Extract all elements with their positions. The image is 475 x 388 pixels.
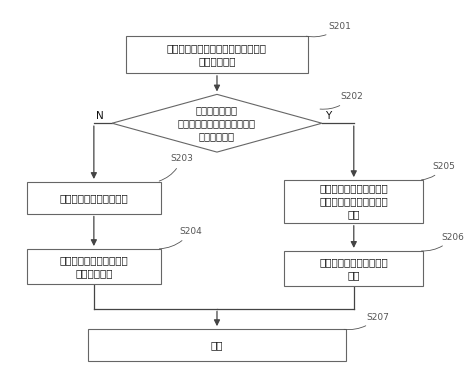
Text: S202: S202 (320, 92, 363, 109)
FancyBboxPatch shape (126, 36, 308, 73)
Text: S207: S207 (344, 313, 389, 329)
Polygon shape (112, 94, 322, 152)
Text: 判断浏览器申请
的内存大小是否超过浏览器内
存使用的阈值: 判断浏览器申请 的内存大小是否超过浏览器内 存使用的阈值 (178, 105, 256, 142)
Text: S206: S206 (421, 233, 465, 251)
FancyBboxPatch shape (27, 182, 161, 213)
FancyBboxPatch shape (284, 251, 423, 286)
Text: S204: S204 (159, 227, 202, 249)
FancyBboxPatch shape (27, 249, 161, 284)
Text: S201: S201 (306, 22, 352, 37)
Text: N: N (96, 111, 104, 121)
Text: 释放内存，其他模块重新
使用: 释放内存，其他模块重新 使用 (319, 257, 388, 280)
Text: 释放内存，浏览器独占内
存回收该内存: 释放内存，浏览器独占内 存回收该内存 (59, 255, 128, 278)
Text: 从浏览器独占内存中分配: 从浏览器独占内存中分配 (59, 193, 128, 203)
Text: 配置浏览器独占内存，配置浏览器内
存使用的阈值: 配置浏览器独占内存，配置浏览器内 存使用的阈值 (167, 43, 267, 66)
Text: S203: S203 (159, 154, 193, 181)
FancyBboxPatch shape (88, 329, 346, 361)
FancyBboxPatch shape (284, 180, 423, 223)
Text: Y: Y (325, 111, 332, 121)
Text: S205: S205 (421, 162, 456, 180)
Text: 结束: 结束 (211, 340, 223, 350)
Text: 从系统中非浏览器独占的
内存中分配浏览器申请的
内存: 从系统中非浏览器独占的 内存中分配浏览器申请的 内存 (319, 183, 388, 220)
